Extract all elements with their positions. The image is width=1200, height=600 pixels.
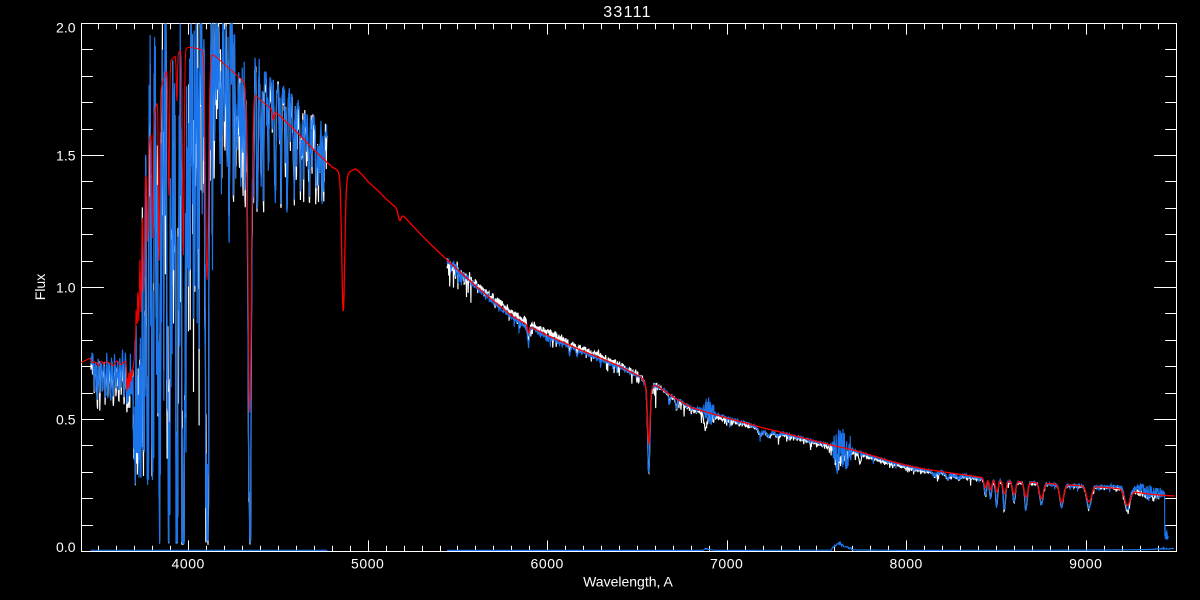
svg-text:0.5: 0.5 [56,412,76,428]
svg-text:8000: 8000 [890,556,923,572]
svg-text:5000: 5000 [351,556,384,572]
svg-text:0.0: 0.0 [56,539,76,555]
svg-text:1.5: 1.5 [56,148,76,164]
svg-text:Flux: Flux [32,274,48,300]
svg-text:1.0: 1.0 [56,280,76,296]
svg-text:33111: 33111 [603,4,652,21]
svg-text:Wavelength, A: Wavelength, A [583,574,673,590]
svg-text:4000: 4000 [172,556,205,572]
svg-text:7000: 7000 [710,556,743,572]
svg-text:2.0: 2.0 [56,20,76,36]
svg-text:6000: 6000 [531,556,564,572]
svg-text:9000: 9000 [1069,556,1102,572]
